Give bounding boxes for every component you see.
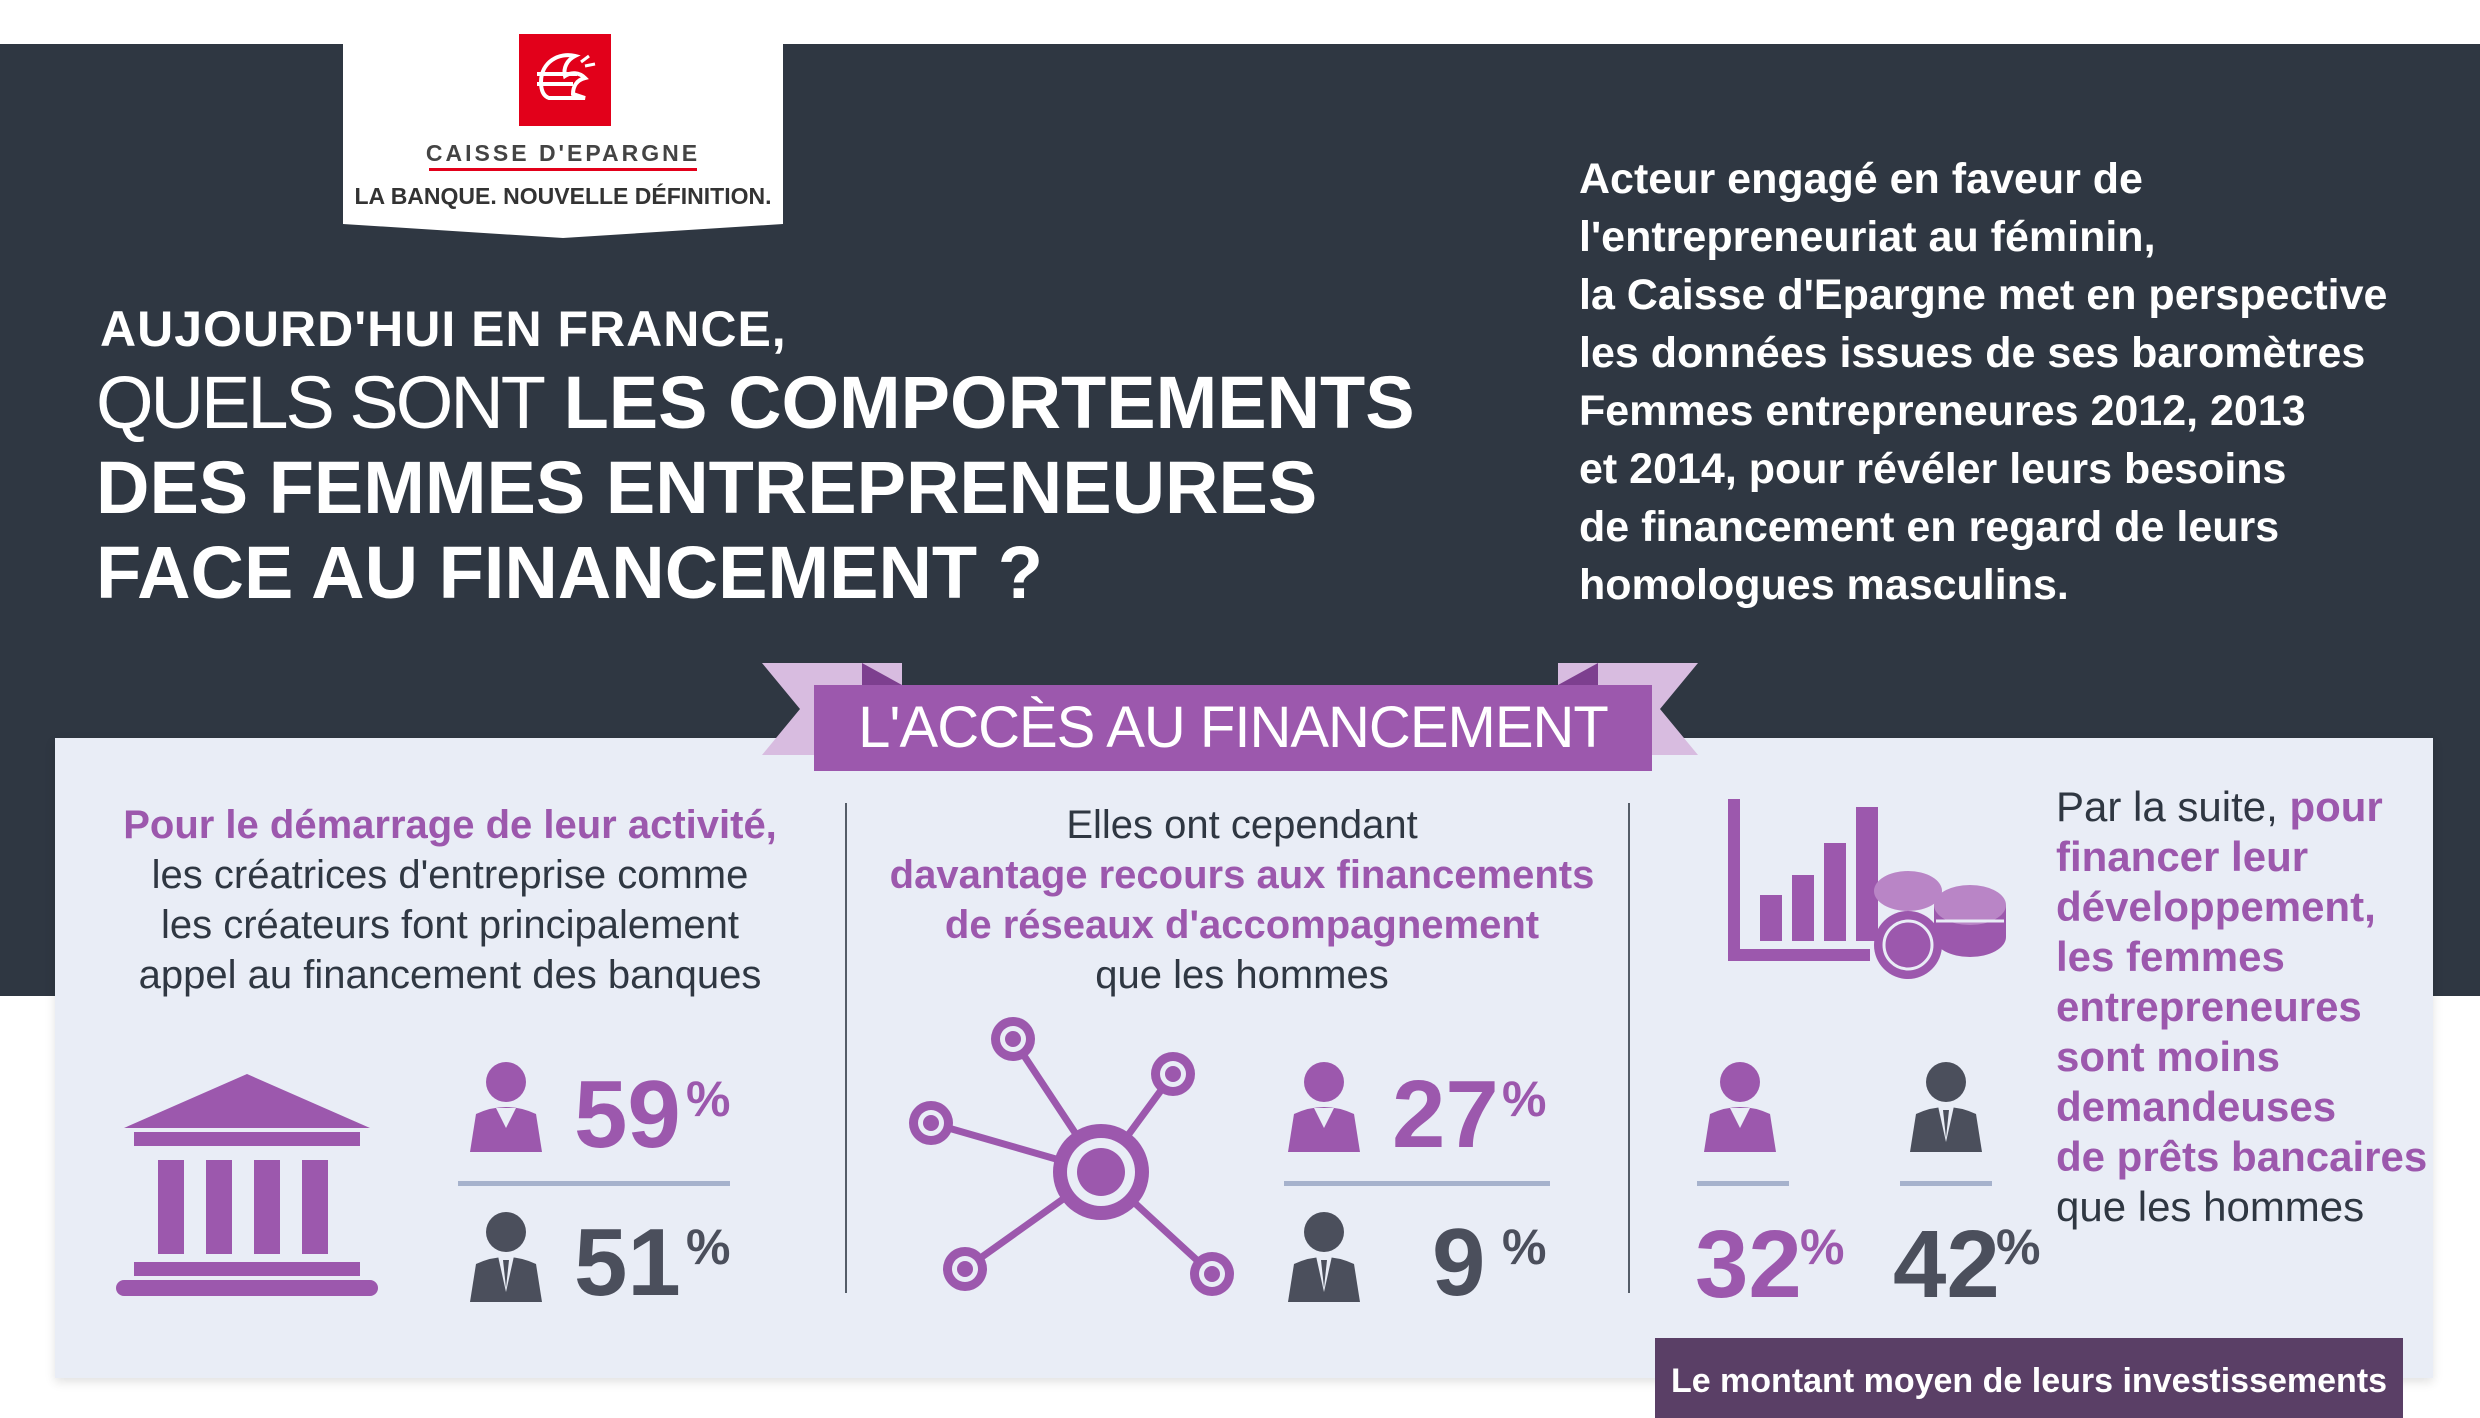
col3-women-value: 32 <box>1695 1211 1802 1318</box>
network-icon <box>909 1017 1234 1296</box>
brand-logo-card[interactable]: CAISSE D'EPARGNE LA BANQUE. NOUVELLE DÉF… <box>343 0 783 238</box>
chart-coins-icon <box>1728 799 2006 979</box>
col3-highlight: demandeuses <box>2056 1083 2337 1130</box>
investment-banner: Le montant moyen de leurs investissement… <box>1655 1338 2403 1418</box>
col1-men-value: 51 <box>574 1209 681 1316</box>
col3-line: que les hommes <box>2056 1183 2365 1230</box>
col1-women-value: 59 <box>574 1061 681 1168</box>
col2-line: que les hommes <box>1095 953 1389 997</box>
col3-highlight: sont moins <box>2056 1033 2281 1080</box>
col2-highlight: davantage recours aux financements <box>889 853 1595 897</box>
section-title-ribbon: L'ACCÈS AU FINANCEMENT <box>814 685 1652 771</box>
col3-highlight: développement, <box>2056 883 2376 930</box>
intro-line: Femmes entrepreneures 2012, 2013 <box>1579 387 2306 435</box>
intro-paragraph: Acteur engagé en faveur de l'entrepreneu… <box>1579 150 2459 614</box>
col3-men-separator <box>1900 1181 1992 1186</box>
financing-panel <box>55 738 2433 1378</box>
col3-women-separator <box>1697 1181 1789 1186</box>
col2-men-unit: % <box>1502 1219 1547 1275</box>
headline-line4: FACE AU FINANCEMENT ? <box>96 531 1043 614</box>
col1-text: Pour le démarrage de leur activité, les … <box>100 800 800 1000</box>
man-icon <box>1910 1062 1982 1152</box>
column-divider <box>1628 803 1630 1293</box>
brand-tagline: LA BANQUE. NOUVELLE DÉFINITION. <box>354 183 772 209</box>
squirrel-logo-icon <box>519 34 611 126</box>
brand-name: CAISSE D'EPARGNE <box>425 140 701 166</box>
col1-men-unit: % <box>686 1219 731 1275</box>
col3-women-unit: % <box>1800 1219 1845 1275</box>
woman-icon <box>1704 1062 1776 1152</box>
col2-women-value: 27 <box>1392 1061 1499 1168</box>
col2-highlight: de réseaux d'accompagnement <box>944 903 1540 947</box>
intro-line: les données issues de ses baromètres <box>1579 329 2366 377</box>
col3-highlight: entrepreneures <box>2056 983 2362 1030</box>
col3-plain: Par la suite, <box>2056 783 2278 830</box>
col2-text: Elles ont cependant davantage recours au… <box>872 800 1612 1000</box>
intro-line: de financement en regard de leurs <box>1579 503 2280 551</box>
col3-men-unit: % <box>1996 1219 2041 1275</box>
col2-men-value: 9 <box>1432 1209 1486 1316</box>
intro-line: l'entrepreneuriat au féminin, <box>1579 213 2156 261</box>
headline-line2: QUELS SONT LES COMPORTEMENTS <box>96 360 1415 445</box>
woman-icon <box>1288 1062 1360 1152</box>
bank-icon <box>116 1074 378 1296</box>
headline-line3: DES FEMMES ENTREPRENEURES <box>96 446 1318 529</box>
headline-line2-bold: LES COMPORTEMENTS <box>563 361 1415 444</box>
intro-line: Acteur engagé en faveur de <box>1579 155 2143 203</box>
col1-highlight: Pour le démarrage de leur activité, <box>123 803 777 847</box>
col2-separator <box>1284 1181 1550 1186</box>
headline-line1: AUJOURD'HUI EN FRANCE, <box>100 301 787 357</box>
intro-line: la Caisse d'Epargne met en perspective <box>1579 271 2388 319</box>
col2-line: Elles ont cependant <box>1066 803 1418 847</box>
col1-line: appel au financement des banques <box>138 953 762 997</box>
man-icon <box>1288 1212 1360 1302</box>
col3-highlight: financer leur <box>2056 833 2309 880</box>
col1-line: les créatrices d'entreprise comme <box>151 853 749 897</box>
col3-highlight: les femmes <box>2056 933 2285 980</box>
col1-women-unit: % <box>686 1071 731 1127</box>
intro-line: homologues masculins. <box>1579 561 2069 609</box>
man-icon <box>470 1212 542 1302</box>
column-divider <box>845 803 847 1293</box>
col1-line: les créateurs font principalement <box>160 903 740 947</box>
col3-men-value: 42 <box>1893 1211 2000 1318</box>
col3-highlight: de prêts bancaires <box>2056 1133 2428 1180</box>
col3-line1: Par la suite, pour <box>2056 782 2427 832</box>
col2-women-unit: % <box>1502 1071 1547 1127</box>
col3-highlight: pour <box>2289 783 2383 830</box>
col3-text: Par la suite, pour financer leur dévelop… <box>2056 782 2427 1232</box>
col1-separator <box>458 1181 730 1186</box>
intro-line: et 2014, pour révéler leurs besoins <box>1579 445 2287 493</box>
woman-icon <box>470 1062 542 1152</box>
brand-underline <box>429 168 697 171</box>
headline-line2-light: QUELS SONT <box>96 361 546 444</box>
